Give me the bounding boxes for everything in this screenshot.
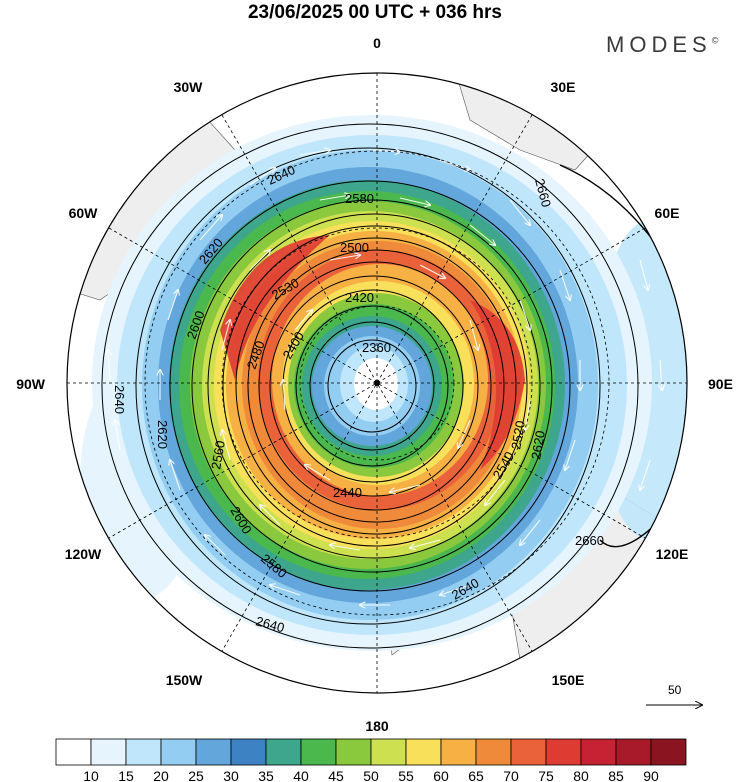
lon-label-180: 180: [365, 718, 389, 734]
colorbar-box: [230, 738, 267, 766]
colorbar-box: [545, 738, 582, 766]
lon-label-120e: 120E: [656, 546, 689, 562]
colorbar-box: [580, 738, 617, 766]
colorbar-tick-label: 60: [433, 768, 449, 782]
colorbar-tick-label: 85: [608, 768, 624, 782]
south-pole-marker: [374, 380, 380, 386]
contour-label: 2520: [508, 419, 528, 450]
colorbar-tick-label: 50: [363, 768, 379, 782]
colorbar-box: [160, 738, 197, 766]
contour-label: 2640: [254, 613, 286, 635]
contour-label: 2420: [345, 290, 374, 305]
polar-map: 0 30E 60E 90E 120E 150E 180 150W 120W 90…: [16, 35, 733, 734]
colorbar-tick-label: 40: [293, 768, 309, 782]
colorbar-tick-label: 25: [188, 768, 204, 782]
colorbar-tick-label: 75: [538, 768, 554, 782]
colorbar-tick-label: 65: [468, 768, 484, 782]
colorbar-box: [300, 738, 337, 766]
lon-label-90e: 90E: [708, 376, 733, 392]
colorbar-box: [125, 738, 162, 766]
contour-label: 2580: [345, 191, 374, 206]
colorbar-tick-label: 20: [153, 768, 169, 782]
contour-label: 2500: [340, 240, 369, 255]
colorbar-box: [440, 738, 477, 766]
colorbar-tick-label: 90: [643, 768, 659, 782]
map-title: 23/06/2025 00 UTC + 036 hrs: [247, 2, 503, 23]
lon-label-0: 0: [373, 35, 381, 51]
colorbar-box: [405, 738, 442, 766]
contour-label: 2640: [112, 385, 127, 414]
colorbar-tick-label: 15: [118, 768, 134, 782]
height-contours: [101, 123, 639, 649]
contour-label: 2660: [532, 177, 554, 209]
colorbar-box: [265, 738, 302, 766]
lon-label-90w: 90W: [16, 376, 46, 392]
colorbar-box: [195, 738, 232, 766]
lon-label-30e: 30E: [551, 79, 576, 95]
wind-vectors: [108, 150, 662, 605]
contour-label: 2660: [575, 533, 604, 548]
colorbar-tick-label: 45: [328, 768, 344, 782]
map-boundary: [66, 72, 688, 694]
lon-label-150w: 150W: [166, 672, 203, 688]
colorbar-tick-label: 30: [223, 768, 239, 782]
brand-name: MODES: [606, 32, 712, 57]
graticule: [67, 73, 687, 693]
lon-label-150e: 150E: [552, 672, 585, 688]
lon-label-60w: 60W: [69, 205, 99, 221]
colorbar-tick-label: 35: [258, 768, 274, 782]
lon-label-120w: 120W: [65, 546, 102, 562]
colorbar-tick-label: 55: [398, 768, 414, 782]
brand-mark: ©: [711, 35, 719, 46]
lon-label-30w: 30W: [174, 79, 204, 95]
colorbar-box: [475, 738, 512, 766]
colorbar-box: [90, 738, 127, 766]
colorbar-box: [370, 738, 407, 766]
contour-label: 2440: [333, 485, 362, 500]
colorbar-box: [510, 738, 547, 766]
map-disc: [67, 73, 687, 693]
wind-reference-label: 50: [668, 683, 682, 697]
colorbar-box: [335, 738, 372, 766]
colorbar-tick-label: 80: [573, 768, 589, 782]
contour-label: 2620: [528, 429, 548, 460]
colorbar-box: [650, 738, 687, 766]
colorbar-box: [615, 738, 652, 766]
brand-logo: MODES©: [606, 32, 718, 58]
colorbar: 10 15 20 25 30 35 40 45 50 55 60 65 70 75 80 85 90: [55, 738, 687, 782]
colorbar-box: [55, 738, 92, 766]
contour-label: 2620: [155, 420, 170, 449]
wind-reference-vector: 50: [646, 683, 710, 715]
colorbar-boxes: [55, 738, 687, 766]
contour-label: 2360: [362, 340, 391, 355]
lon-label-60e: 60E: [655, 205, 680, 221]
colorbar-tick-label: 70: [503, 768, 519, 782]
colorbar-ticks: 10 15 20 25 30 35 40 45 50 55 60 65 70 75 80 85 90: [83, 768, 659, 782]
colorbar-tick-label: 10: [83, 768, 99, 782]
contour-label: 2560: [208, 439, 228, 470]
